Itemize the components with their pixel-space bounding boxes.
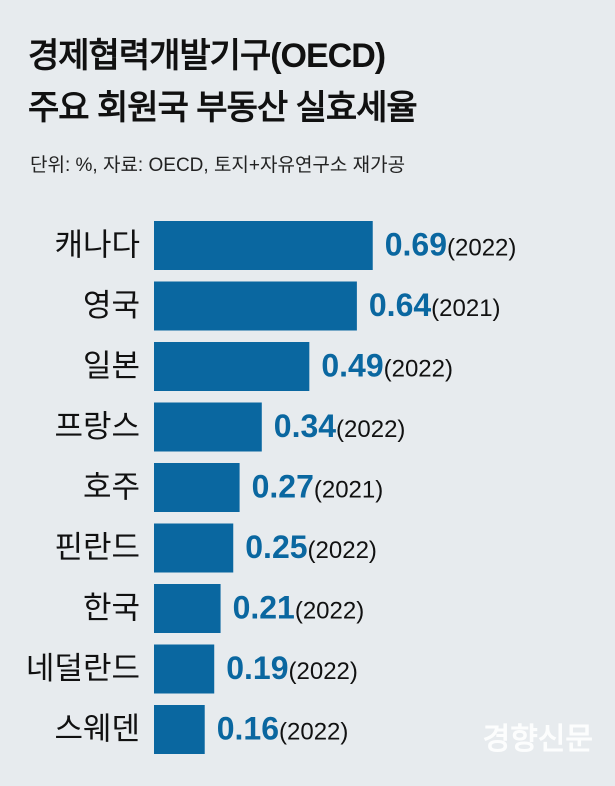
value-label: 0.49(2022) <box>321 348 453 384</box>
watermark-logo: 경향신문 <box>482 722 593 757</box>
value-label: 0.19(2022) <box>226 650 358 686</box>
chart-title-line-1: 경제협력개발기구(OECD) <box>28 37 386 75</box>
category-label: 한국 <box>83 591 140 626</box>
bar <box>154 584 221 633</box>
category-label: 프랑스 <box>54 409 140 444</box>
value-year: (2022) <box>384 356 453 383</box>
value-number: 0.27 <box>252 469 314 505</box>
value-year: (2022) <box>308 537 377 564</box>
value-number: 0.49 <box>321 348 383 384</box>
chart-title-line-2: 주요 회원국 부동산 실효세율 <box>28 89 418 127</box>
category-label: 네덜란드 <box>26 651 140 686</box>
category-label: 스웨덴 <box>54 712 140 747</box>
bar <box>154 644 215 694</box>
value-number: 0.69 <box>385 227 447 263</box>
category-label: 핀란드 <box>54 530 140 565</box>
value-label: 0.16(2022) <box>217 711 349 747</box>
bar <box>154 221 373 270</box>
value-label: 0.21(2022) <box>233 590 365 626</box>
value-year: (2021) <box>431 295 500 322</box>
bar <box>154 523 234 573</box>
bar <box>154 705 205 754</box>
value-year: (2021) <box>314 477 383 504</box>
bar <box>154 342 310 391</box>
value-year: (2022) <box>295 598 364 625</box>
value-number: 0.64 <box>369 287 431 323</box>
chart-subtitle: 단위: %, 자료: OECD, 토지+자유연구소 재가공 <box>30 155 406 176</box>
value-year: (2022) <box>336 416 405 443</box>
bar <box>154 281 357 331</box>
category-label: 캐나다 <box>54 228 140 263</box>
value-year: (2022) <box>279 719 348 746</box>
value-number: 0.19 <box>226 650 288 686</box>
value-number: 0.16 <box>217 711 279 747</box>
value-label: 0.27(2021) <box>252 469 384 505</box>
value-year: (2022) <box>289 658 358 685</box>
value-number: 0.21 <box>233 590 295 626</box>
category-label: 호주 <box>83 470 140 505</box>
category-label: 영국 <box>83 288 140 323</box>
value-label: 0.64(2021) <box>369 287 501 323</box>
value-number: 0.25 <box>245 529 307 565</box>
value-number: 0.34 <box>274 408 336 444</box>
bar <box>154 402 262 452</box>
category-label: 일본 <box>83 349 140 384</box>
value-label: 0.34(2022) <box>274 408 406 444</box>
value-year: (2022) <box>447 235 516 262</box>
bar <box>154 463 240 512</box>
value-label: 0.25(2022) <box>245 529 377 565</box>
value-label: 0.69(2022) <box>385 227 517 263</box>
